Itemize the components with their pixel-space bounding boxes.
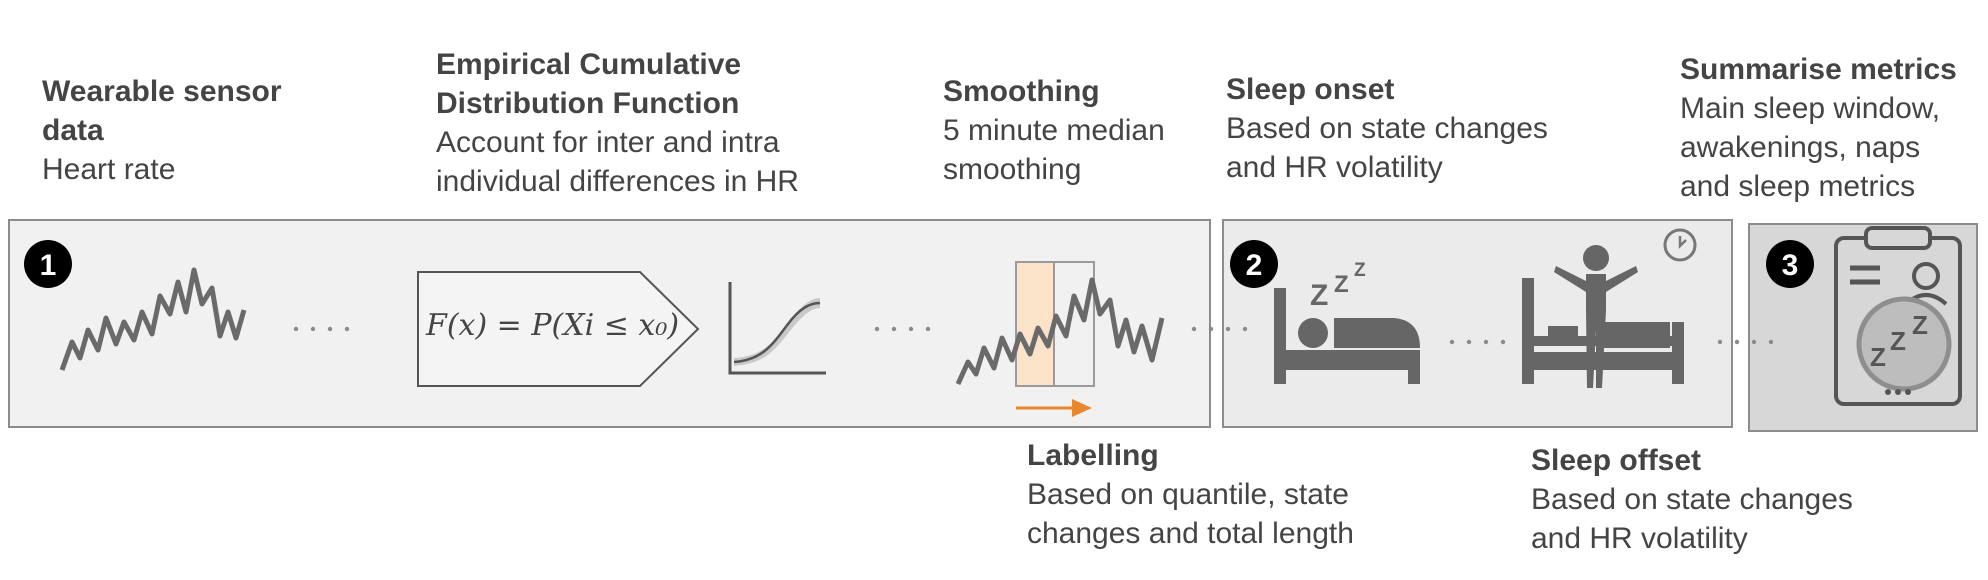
- heart-rate-line-icon: [59, 267, 247, 371]
- sliding-window-icon: [955, 261, 1165, 417]
- label-summarise-desc-2: awakenings, naps: [1680, 131, 1921, 164]
- svg-text:Z: Z: [1354, 260, 1366, 281]
- dotted-connector-5: [1717, 339, 1774, 345]
- step-badge-2-number: 2: [1246, 249, 1263, 282]
- label-labelling-desc-1: Based on quantile, state: [1027, 478, 1349, 511]
- dotted-connector-4: [1449, 339, 1506, 345]
- dotted-connector-2: [874, 326, 931, 332]
- step-badge-3-number: 3: [1782, 249, 1799, 282]
- label-summarise-desc-1: Main sleep window,: [1680, 92, 1941, 125]
- label-summarise-title: Summarise metrics: [1680, 53, 1957, 86]
- ecdf-formula: F(x) = P(Xi ≤ x₀): [426, 308, 680, 343]
- label-wearable-sensor-desc: Heart rate: [42, 153, 176, 186]
- dotted-connector-3: [1191, 326, 1248, 332]
- label-smoothing-desc-1: 5 minute median: [943, 114, 1165, 147]
- label-smoothing: Smoothing 5 minute median smoothing: [943, 72, 1165, 189]
- svg-text:Z: Z: [1870, 342, 1886, 372]
- label-sleep-offset-desc-1: Based on state changes: [1531, 483, 1853, 516]
- label-smoothing-desc-2: smoothing: [943, 153, 1082, 186]
- label-ecdf-title-1: Empirical Cumulative: [436, 48, 742, 81]
- formula-arrow-shape: [417, 271, 700, 387]
- label-wearable-sensor-title-2: data: [42, 114, 104, 147]
- label-labelling: Labelling Based on quantile, state chang…: [1027, 436, 1354, 553]
- label-ecdf-desc-1: Account for inter and intra: [436, 126, 780, 159]
- step-badge-3: 3: [1766, 240, 1814, 288]
- svg-text:Z: Z: [1310, 279, 1328, 312]
- label-wearable-sensor: Wearable sensor data Heart rate: [42, 72, 282, 189]
- clipboard-sleep-icon: Z Z Z: [1834, 226, 1962, 406]
- waking-person-bed-icon: [1522, 245, 1684, 388]
- label-sleep-offset: Sleep offset Based on state changes and …: [1531, 441, 1853, 558]
- cdf-curve-icon: [728, 282, 826, 375]
- label-smoothing-title: Smoothing: [943, 75, 1100, 108]
- label-labelling-desc-2: changes and total length: [1027, 517, 1354, 550]
- step-badge-1-number: 1: [40, 249, 57, 282]
- label-summarise: Summarise metrics Main sleep window, awa…: [1680, 50, 1957, 206]
- label-wearable-sensor-title-1: Wearable sensor: [42, 75, 282, 108]
- label-sleep-onset: Sleep onset Based on state changes and H…: [1226, 70, 1548, 187]
- step-badge-2: 2: [1230, 240, 1278, 288]
- label-sleep-onset-desc-1: Based on state changes: [1226, 112, 1548, 145]
- label-summarise-desc-3: and sleep metrics: [1680, 170, 1916, 203]
- step-badge-1: 1: [24, 240, 72, 288]
- label-sleep-onset-desc-2: and HR volatility: [1226, 151, 1443, 184]
- dotted-connector-1: [293, 326, 350, 332]
- label-ecdf: Empirical Cumulative Distribution Functi…: [436, 45, 799, 201]
- sleeping-bed-icon: Z Z Z: [1274, 260, 1420, 384]
- label-sleep-offset-desc-2: and HR volatility: [1531, 522, 1748, 555]
- clock-icon: [1663, 228, 1697, 262]
- label-ecdf-title-2: Distribution Function: [436, 87, 740, 120]
- label-sleep-onset-title: Sleep onset: [1226, 73, 1395, 106]
- label-sleep-offset-title: Sleep offset: [1531, 444, 1702, 477]
- svg-text:Z: Z: [1912, 310, 1928, 340]
- label-labelling-title: Labelling: [1027, 439, 1159, 472]
- svg-text:Z: Z: [1890, 326, 1906, 356]
- svg-text:Z: Z: [1334, 271, 1349, 298]
- label-ecdf-desc-2: individual differences in HR: [436, 165, 799, 198]
